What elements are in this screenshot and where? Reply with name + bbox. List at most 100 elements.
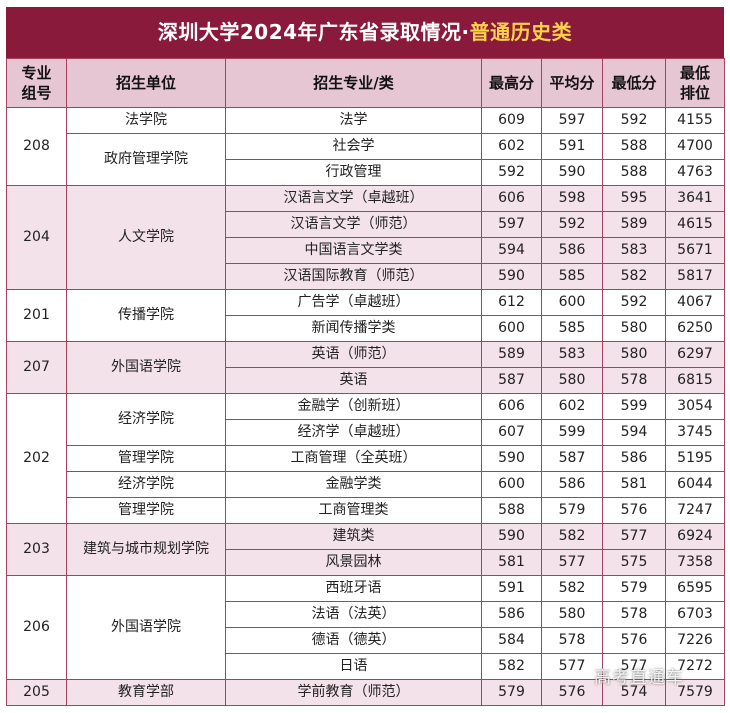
- major-cell: 广告学（卓越班）: [225, 289, 482, 316]
- avg-score-cell: 597: [541, 107, 603, 134]
- avg-score-cell: 586: [541, 237, 603, 264]
- table-row: 205 教育学部 学前教育（师范） 579 576 574 7579: [6, 679, 725, 706]
- min-rank-cell: 7226: [665, 627, 725, 654]
- group-code-cell: 206: [6, 575, 67, 680]
- min-score-cell: 574: [602, 679, 666, 706]
- major-cell: 英语（师范）: [225, 341, 482, 368]
- table-row: 日语 582 577 577 7272: [7, 653, 725, 680]
- table-row: 经济学院 金融学类 600 586 581 6044: [7, 471, 725, 498]
- min-rank-cell: 5817: [665, 263, 725, 290]
- avg-score-cell: 580: [541, 367, 603, 394]
- min-score-cell: 582: [602, 263, 666, 290]
- unit-cell: 管理学院: [66, 445, 226, 472]
- table-title: 深圳大学2024年广东省录取情况·普通历史类: [6, 7, 724, 58]
- max-score-cell: 607: [481, 419, 542, 446]
- avg-score-cell: 583: [541, 341, 603, 368]
- major-cell: 法学: [225, 107, 482, 134]
- min-rank-cell: 4615: [665, 211, 725, 238]
- avg-score-cell: 598: [541, 185, 603, 212]
- min-rank-cell: 6297: [665, 341, 725, 368]
- avg-score-cell: 580: [541, 601, 603, 628]
- header-max: 最高分: [481, 58, 542, 108]
- min-score-cell: 579: [602, 575, 666, 602]
- min-score-cell: 580: [602, 341, 666, 368]
- unit-cell: 建筑与城市规划学院: [66, 523, 226, 576]
- unit-cell: 法学院: [66, 107, 226, 134]
- min-rank-cell: 4067: [665, 289, 725, 316]
- table-row: 德语（德英） 584 578 576 7226: [7, 627, 725, 654]
- table-row: 新闻传播学类 600 585 580 6250: [7, 315, 725, 342]
- unit-cell: 经济学院: [66, 471, 226, 498]
- unit-cell: 外国语学院: [66, 575, 226, 680]
- min-rank-cell: 4155: [665, 107, 725, 134]
- group-code-cell: 202: [6, 393, 67, 524]
- major-cell: 汉语国际教育（师范）: [225, 263, 482, 290]
- major-cell: 新闻传播学类: [225, 315, 482, 342]
- min-rank-cell: 6815: [665, 367, 725, 394]
- min-rank-cell: 7247: [665, 497, 725, 524]
- header-group-line2: 组号: [21, 84, 52, 102]
- avg-score-cell: 602: [541, 393, 603, 420]
- unit-cell: 政府管理学院: [66, 133, 226, 186]
- table-row: 管理学院 工商管理类 588 579 576 7247: [7, 497, 725, 524]
- unit-cell: 人文学院: [66, 185, 226, 290]
- max-score-cell: 591: [481, 575, 542, 602]
- header-major: 招生专业/类: [225, 58, 482, 108]
- major-cell: 行政管理: [225, 159, 482, 186]
- avg-score-cell: 578: [541, 627, 603, 654]
- avg-score-cell: 582: [541, 523, 603, 550]
- header-unit: 招生单位: [66, 58, 226, 108]
- max-score-cell: 592: [481, 159, 542, 186]
- table-row: 204 人文学院 汉语言文学（卓越班） 606 598 595 3641: [6, 185, 725, 290]
- group-code-cell: 207: [6, 341, 67, 394]
- table-row: 经济学（卓越班） 607 599 594 3745: [7, 419, 725, 446]
- table-row: 202 经济学院 金融学（创新班） 606 602 599 3054: [6, 393, 725, 524]
- table-row: 管理学院 工商管理（全英班） 590 587 586 5195: [7, 445, 725, 472]
- max-score-cell: 586: [481, 601, 542, 628]
- min-score-cell: 576: [602, 627, 666, 654]
- group-code-cell: 208: [6, 107, 67, 186]
- header-row: 专业 组号 招生单位 招生专业/类 最高分 平均分 最低分 最低 排位: [6, 58, 725, 108]
- header-rank-line2: 排位: [679, 84, 710, 102]
- major-cell: 工商管理（全英班）: [225, 445, 482, 472]
- avg-score-cell: 600: [541, 289, 603, 316]
- major-cell: 学前教育（师范）: [225, 679, 482, 706]
- header-min: 最低分: [602, 58, 666, 108]
- major-cell: 金融学类: [225, 471, 482, 498]
- unit-cell: 管理学院: [66, 497, 226, 524]
- major-cell: 社会学: [225, 133, 482, 160]
- table-row: 中国语言文学类 594 586 583 5671: [7, 237, 725, 264]
- min-rank-cell: 7272: [665, 653, 725, 680]
- major-cell: 金融学（创新班）: [225, 393, 482, 420]
- min-rank-cell: 6250: [665, 315, 725, 342]
- major-cell: 英语: [225, 367, 482, 394]
- max-score-cell: 589: [481, 341, 542, 368]
- max-score-cell: 609: [481, 107, 542, 134]
- avg-score-cell: 586: [541, 471, 603, 498]
- header-group-line1: 专业: [21, 64, 52, 82]
- min-rank-cell: 6924: [665, 523, 725, 550]
- min-score-cell: 595: [602, 185, 666, 212]
- group-code-cell: 201: [6, 289, 67, 342]
- min-score-cell: 588: [602, 159, 666, 186]
- min-rank-cell: 4763: [665, 159, 725, 186]
- max-score-cell: 606: [481, 185, 542, 212]
- max-score-cell: 588: [481, 497, 542, 524]
- max-score-cell: 600: [481, 315, 542, 342]
- major-cell: 汉语言文学（卓越班）: [225, 185, 482, 212]
- major-cell: 法语（法英）: [225, 601, 482, 628]
- major-cell: 建筑类: [225, 523, 482, 550]
- min-rank-cell: 7358: [665, 549, 725, 576]
- group-code-cell: 204: [6, 185, 67, 290]
- max-score-cell: 587: [481, 367, 542, 394]
- unit-cell: 传播学院: [66, 289, 226, 342]
- major-cell: 风景园林: [225, 549, 482, 576]
- min-score-cell: 589: [602, 211, 666, 238]
- table-row: 201 传播学院 广告学（卓越班） 612 600 592 4067: [6, 289, 725, 342]
- title-highlight: 普通历史类: [469, 20, 573, 44]
- avg-score-cell: 599: [541, 419, 603, 446]
- min-score-cell: 577: [602, 523, 666, 550]
- max-score-cell: 590: [481, 263, 542, 290]
- major-cell: 西班牙语: [225, 575, 482, 602]
- min-score-cell: 578: [602, 601, 666, 628]
